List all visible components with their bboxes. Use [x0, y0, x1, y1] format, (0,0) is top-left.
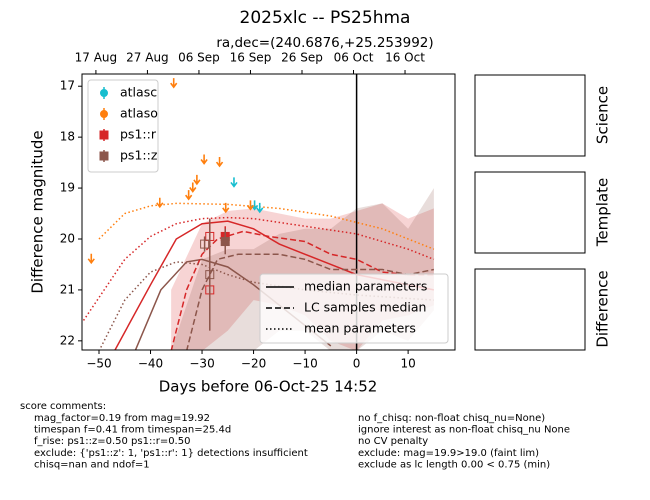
comment-line: exclude: {'ps1::z': 1, 'ps1::r': 1} dete…	[34, 448, 308, 459]
y-tick-label: 18	[60, 130, 75, 144]
comment-line: f_rise: ps1::z=0.50 ps1::r=0.50	[34, 436, 190, 447]
data-point	[99, 130, 109, 140]
model-curve	[186, 253, 435, 350]
model-curve	[98, 202, 435, 250]
comment-line: exclude: mag=19.9>19.0 (faint lim)	[358, 448, 539, 459]
x-tick-label: −40	[138, 357, 163, 371]
comments-heading: score comments:	[20, 401, 106, 412]
comment-line: no CV penalty	[358, 436, 428, 447]
image-panel	[474, 171, 586, 254]
legend-label: ps1::z	[120, 148, 158, 163]
model-curve	[170, 230, 434, 350]
y-tick-label: 17	[60, 79, 75, 93]
image-panel	[474, 74, 586, 157]
data-point	[205, 270, 215, 280]
upper-limit-arrow	[193, 174, 201, 186]
top-x-tick-label: 06 Oct	[334, 51, 374, 65]
comment-line: ignore interest as non-float chisq_nu No…	[358, 425, 570, 436]
x-tick-label: −30	[189, 357, 214, 371]
y-tick-label: 20	[60, 231, 75, 245]
top-x-tick-label: 16 Sep	[230, 51, 272, 65]
x-tick-label: 10	[400, 357, 415, 371]
x-tick-label: −50	[86, 357, 111, 371]
top-x-tick-label: 27 Aug	[126, 51, 169, 65]
comment-line: no f_chisq: non-float chisq_nu=None)	[358, 413, 545, 424]
legend-label: LC samples median	[304, 300, 426, 315]
data-point	[100, 110, 108, 118]
legend-box	[259, 273, 449, 344]
upper-limit-arrow	[170, 78, 178, 89]
upper-limit-arrow	[185, 190, 193, 201]
upper-limit-arrow	[215, 157, 224, 168]
data-point	[200, 239, 210, 249]
top-x-tick-label: 17 Aug	[75, 51, 118, 65]
comment-line: chisq=nan and ndof=1	[34, 459, 150, 470]
upper-limit-arrow	[156, 197, 164, 209]
upper-limit-arrow	[200, 154, 208, 165]
y-tick-label: 19	[60, 181, 75, 195]
legend-label: atlaso	[120, 106, 158, 121]
legend-label: mean parameters	[304, 321, 416, 336]
y-tick-label: 22	[60, 333, 75, 347]
x-axis-label: Days before 06-Oct-25 14:52	[159, 378, 378, 396]
model-curve	[82, 216, 435, 321]
panel-label: Difference	[594, 270, 612, 347]
panel-label: Science	[594, 86, 612, 144]
y-tick-label: 21	[60, 282, 75, 296]
x-tick-label: −10	[292, 357, 317, 371]
x-tick-label: −20	[241, 357, 266, 371]
comment-line: timespan f=0.41 from timespan=25.4d	[34, 425, 231, 436]
axes-frame	[81, 73, 456, 351]
chart-subtitle: ra,dec=(240.6876,+25.253992)	[216, 35, 433, 51]
y-axis-label: Difference magnitude	[29, 130, 47, 293]
x-tick-label: 0	[353, 357, 361, 371]
panel-label: Template	[594, 178, 612, 247]
data-point	[220, 237, 230, 247]
legend-label: median parameters	[304, 279, 427, 294]
top-x-tick-label: 26 Sep	[281, 51, 323, 65]
legend-box	[87, 79, 159, 173]
upper-limit-arrow	[230, 177, 238, 188]
top-x-tick-label: 06 Sep	[178, 51, 220, 65]
upper-limit-arrow	[189, 182, 197, 193]
image-panel	[474, 268, 586, 351]
upper-limit-arrow	[246, 200, 255, 211]
comment-line: exclude as lc length 0.00 < 0.75 (min)	[358, 459, 550, 470]
legend-label: atlasc	[120, 85, 157, 100]
chart-title: 2025xlc -- PS25hma	[240, 8, 411, 28]
data-point	[100, 89, 108, 97]
data-point	[99, 151, 109, 161]
legend-label: ps1::r	[120, 127, 157, 142]
upper-limit-arrow	[256, 202, 264, 214]
upper-limit-arrow	[222, 202, 230, 214]
comment-line: mag_factor=0.19 from mag=19.92	[34, 413, 210, 424]
upper-limit-arrow	[87, 253, 95, 265]
top-x-tick-label: 16 Oct	[385, 51, 425, 65]
